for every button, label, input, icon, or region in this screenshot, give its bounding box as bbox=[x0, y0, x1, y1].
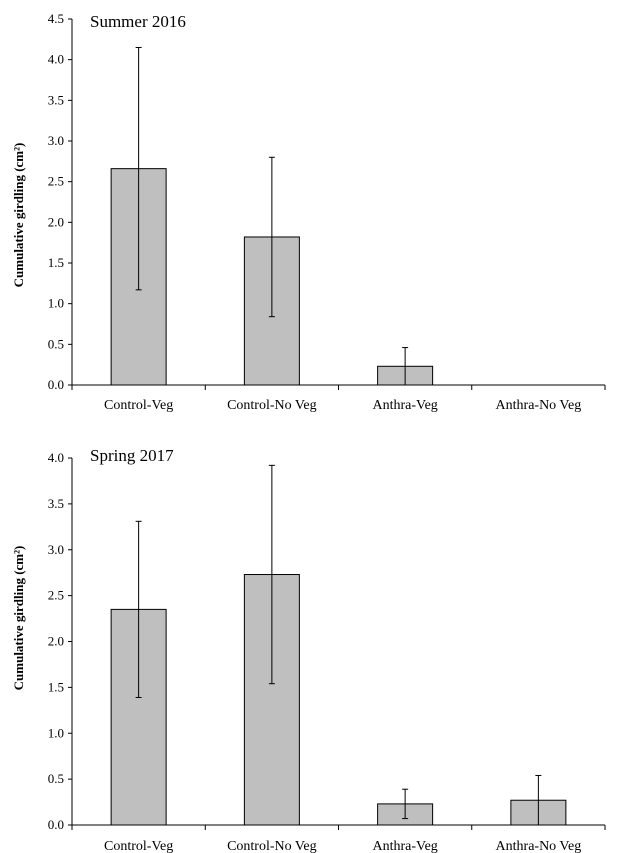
y-tick-label: 0.0 bbox=[48, 377, 64, 392]
x-category-label: Control-Veg bbox=[104, 839, 173, 853]
x-category-label: Anthra-No Veg bbox=[496, 839, 582, 853]
y-tick-label: 4.0 bbox=[48, 450, 64, 465]
x-category-label: Anthra-Veg bbox=[372, 839, 437, 853]
chart-panel-spring-2017: Spring 2017 Cumulative girdling (cm²) 0.… bbox=[11, 446, 606, 853]
y-axis-title: Cumulative girdling (cm²) bbox=[11, 143, 26, 288]
y-tick-label: 3.0 bbox=[48, 542, 64, 557]
y-tick-label: 1.0 bbox=[48, 296, 64, 311]
panel-title: Spring 2017 bbox=[90, 446, 174, 465]
x-category-label: Anthra-Veg bbox=[372, 398, 437, 413]
y-tick-label: 1.0 bbox=[48, 725, 64, 740]
y-axis-title: Cumulative girdling (cm²) bbox=[11, 546, 26, 691]
y-tick-label: 3.5 bbox=[48, 92, 64, 107]
y-tick-label: 2.5 bbox=[48, 174, 64, 189]
y-tick-label: 0.0 bbox=[48, 817, 64, 832]
x-category-label: Control-Veg bbox=[104, 398, 173, 413]
y-tick-label: 4.5 bbox=[48, 11, 64, 26]
y-tick-label: 1.5 bbox=[48, 679, 64, 694]
y-tick-label: 3.0 bbox=[48, 133, 64, 148]
y-tick-label: 2.0 bbox=[48, 634, 64, 649]
x-category-label: Anthra-No Veg bbox=[496, 398, 582, 413]
panel-title: Summer 2016 bbox=[90, 12, 186, 31]
x-category-label: Control-No Veg bbox=[227, 398, 317, 413]
y-tick-label: 2.5 bbox=[48, 588, 64, 603]
y-tick-label: 0.5 bbox=[48, 771, 64, 786]
x-category-label: Control-No Veg bbox=[227, 839, 317, 853]
y-tick-label: 3.5 bbox=[48, 496, 64, 511]
chart-panel-summer-2016: Summer 2016 Cumulative girdling (cm²) 0.… bbox=[11, 11, 606, 413]
y-tick-label: 0.5 bbox=[48, 336, 64, 351]
y-tick-label: 1.5 bbox=[48, 255, 64, 270]
y-tick-label: 2.0 bbox=[48, 214, 64, 229]
y-tick-label: 4.0 bbox=[48, 52, 64, 67]
